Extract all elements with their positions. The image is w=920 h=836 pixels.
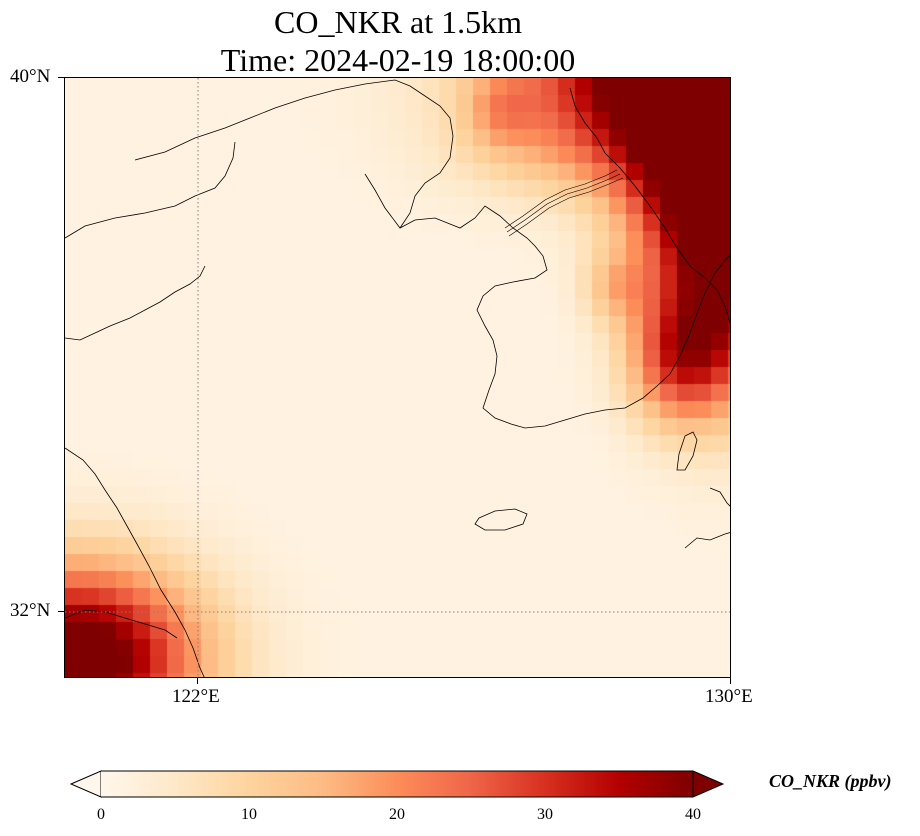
coastline-china-east bbox=[65, 141, 236, 239]
coastline-korea-east bbox=[569, 87, 730, 324]
colorbar-tick-40: 40 bbox=[685, 806, 701, 823]
north-korea-border bbox=[504, 169, 618, 229]
colorbar-tick-0: 0 bbox=[97, 806, 105, 823]
colorbar-tick-20: 20 bbox=[389, 806, 405, 823]
tsushima-island bbox=[676, 431, 698, 471]
colorbar-gradient bbox=[101, 771, 693, 797]
coastline-shandong bbox=[65, 265, 206, 341]
north-korea-border-2 bbox=[506, 173, 621, 233]
colorbar-tick-30: 30 bbox=[537, 806, 553, 823]
concentration-field bbox=[65, 78, 730, 677]
map-title-line-2: Time: 2024-02-19 18:00:00 bbox=[220, 42, 576, 78]
x-tick-label-130e: 130°E bbox=[705, 686, 753, 707]
y-tick-label-40n: 40°N bbox=[10, 66, 51, 87]
x-tick-label-122e: 122°E bbox=[172, 686, 220, 707]
coastline-liaodong bbox=[134, 79, 454, 229]
coastline-north-korea-west bbox=[399, 205, 730, 429]
colorbar-extend-min bbox=[70, 770, 102, 798]
colorbar-tick-10: 10 bbox=[241, 806, 257, 823]
colorbar bbox=[70, 770, 725, 798]
x-tick-130e bbox=[730, 678, 731, 684]
map-panel bbox=[64, 77, 731, 678]
gridlines bbox=[65, 78, 730, 677]
coastline-yangtze bbox=[65, 609, 178, 639]
map-title-line-1: CO_NKR at 1.5km bbox=[274, 4, 522, 40]
jeju-island bbox=[474, 508, 528, 531]
north-korea-border-3 bbox=[508, 177, 624, 237]
colorbar-extend-max bbox=[692, 770, 725, 798]
coastline-jiangsu bbox=[65, 447, 205, 677]
map-overlay bbox=[65, 78, 730, 677]
kyushu-coast bbox=[684, 487, 730, 549]
colorbar-label: CO_NKR (ppbv) bbox=[769, 771, 892, 791]
y-tick-40n bbox=[58, 77, 64, 78]
coastlines bbox=[65, 79, 730, 677]
x-tick-122e bbox=[197, 678, 198, 684]
y-tick-label-32n: 32°N bbox=[10, 600, 51, 621]
y-tick-32n bbox=[58, 611, 64, 612]
